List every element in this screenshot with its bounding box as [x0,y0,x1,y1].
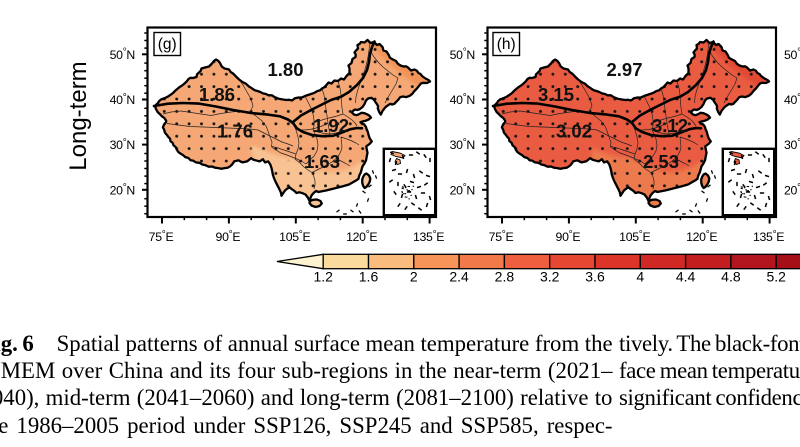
svg-text:1.76: 1.76 [217,121,253,142]
svg-text:105°E: 105°E [279,229,310,244]
svg-text:135°E: 135°E [413,229,444,244]
svg-text:4.4: 4.4 [676,269,696,285]
svg-text:75°E: 75°E [489,229,514,244]
svg-text:3.12: 3.12 [652,115,688,136]
svg-text:50°N: 50°N [450,47,475,62]
svg-text:30°N: 30°N [784,138,800,153]
svg-text:50°N: 50°N [784,47,800,62]
svg-text:4: 4 [636,269,644,285]
svg-text:120°E: 120°E [346,229,377,244]
svg-text:105°E: 105°E [619,229,650,244]
svg-text:1.63: 1.63 [304,151,340,172]
svg-text:1.2: 1.2 [313,269,333,285]
svg-text:40°N: 40°N [110,92,135,107]
svg-text:40°N: 40°N [784,92,800,107]
svg-text:3.02: 3.02 [556,121,592,142]
svg-text:2.97: 2.97 [606,59,642,80]
svg-text:120°E: 120°E [686,229,717,244]
svg-text:90°E: 90°E [556,229,581,244]
svg-text:3.6: 3.6 [585,269,605,285]
svg-text:2.53: 2.53 [643,151,679,172]
svg-text:(h): (h) [497,36,516,53]
svg-text:2: 2 [410,269,418,285]
svg-text:1.86: 1.86 [199,84,235,105]
svg-text:75°E: 75°E [149,229,174,244]
svg-text:135°E: 135°E [753,229,784,244]
svg-text:5.2: 5.2 [766,269,786,285]
svg-text:20°N: 20°N [450,183,475,198]
svg-text:30°N: 30°N [110,138,135,153]
svg-text:2.4: 2.4 [449,269,469,285]
svg-text:Long-term: Long-term [65,61,92,170]
svg-text:(g): (g) [158,36,177,53]
svg-text:90°E: 90°E [216,229,241,244]
svg-text:3.2: 3.2 [540,269,560,285]
svg-text:20°N: 20°N [110,183,135,198]
svg-text:1.80: 1.80 [267,59,303,80]
svg-text:3.15: 3.15 [538,84,574,105]
svg-text:40°N: 40°N [450,92,475,107]
svg-text:1.6: 1.6 [359,269,379,285]
svg-text:2.8: 2.8 [495,269,515,285]
svg-text:1.92: 1.92 [313,115,349,136]
svg-text:20°N: 20°N [784,183,800,198]
svg-text:4.8: 4.8 [721,269,741,285]
svg-text:30°N: 30°N [450,138,475,153]
svg-text:50°N: 50°N [110,47,135,62]
